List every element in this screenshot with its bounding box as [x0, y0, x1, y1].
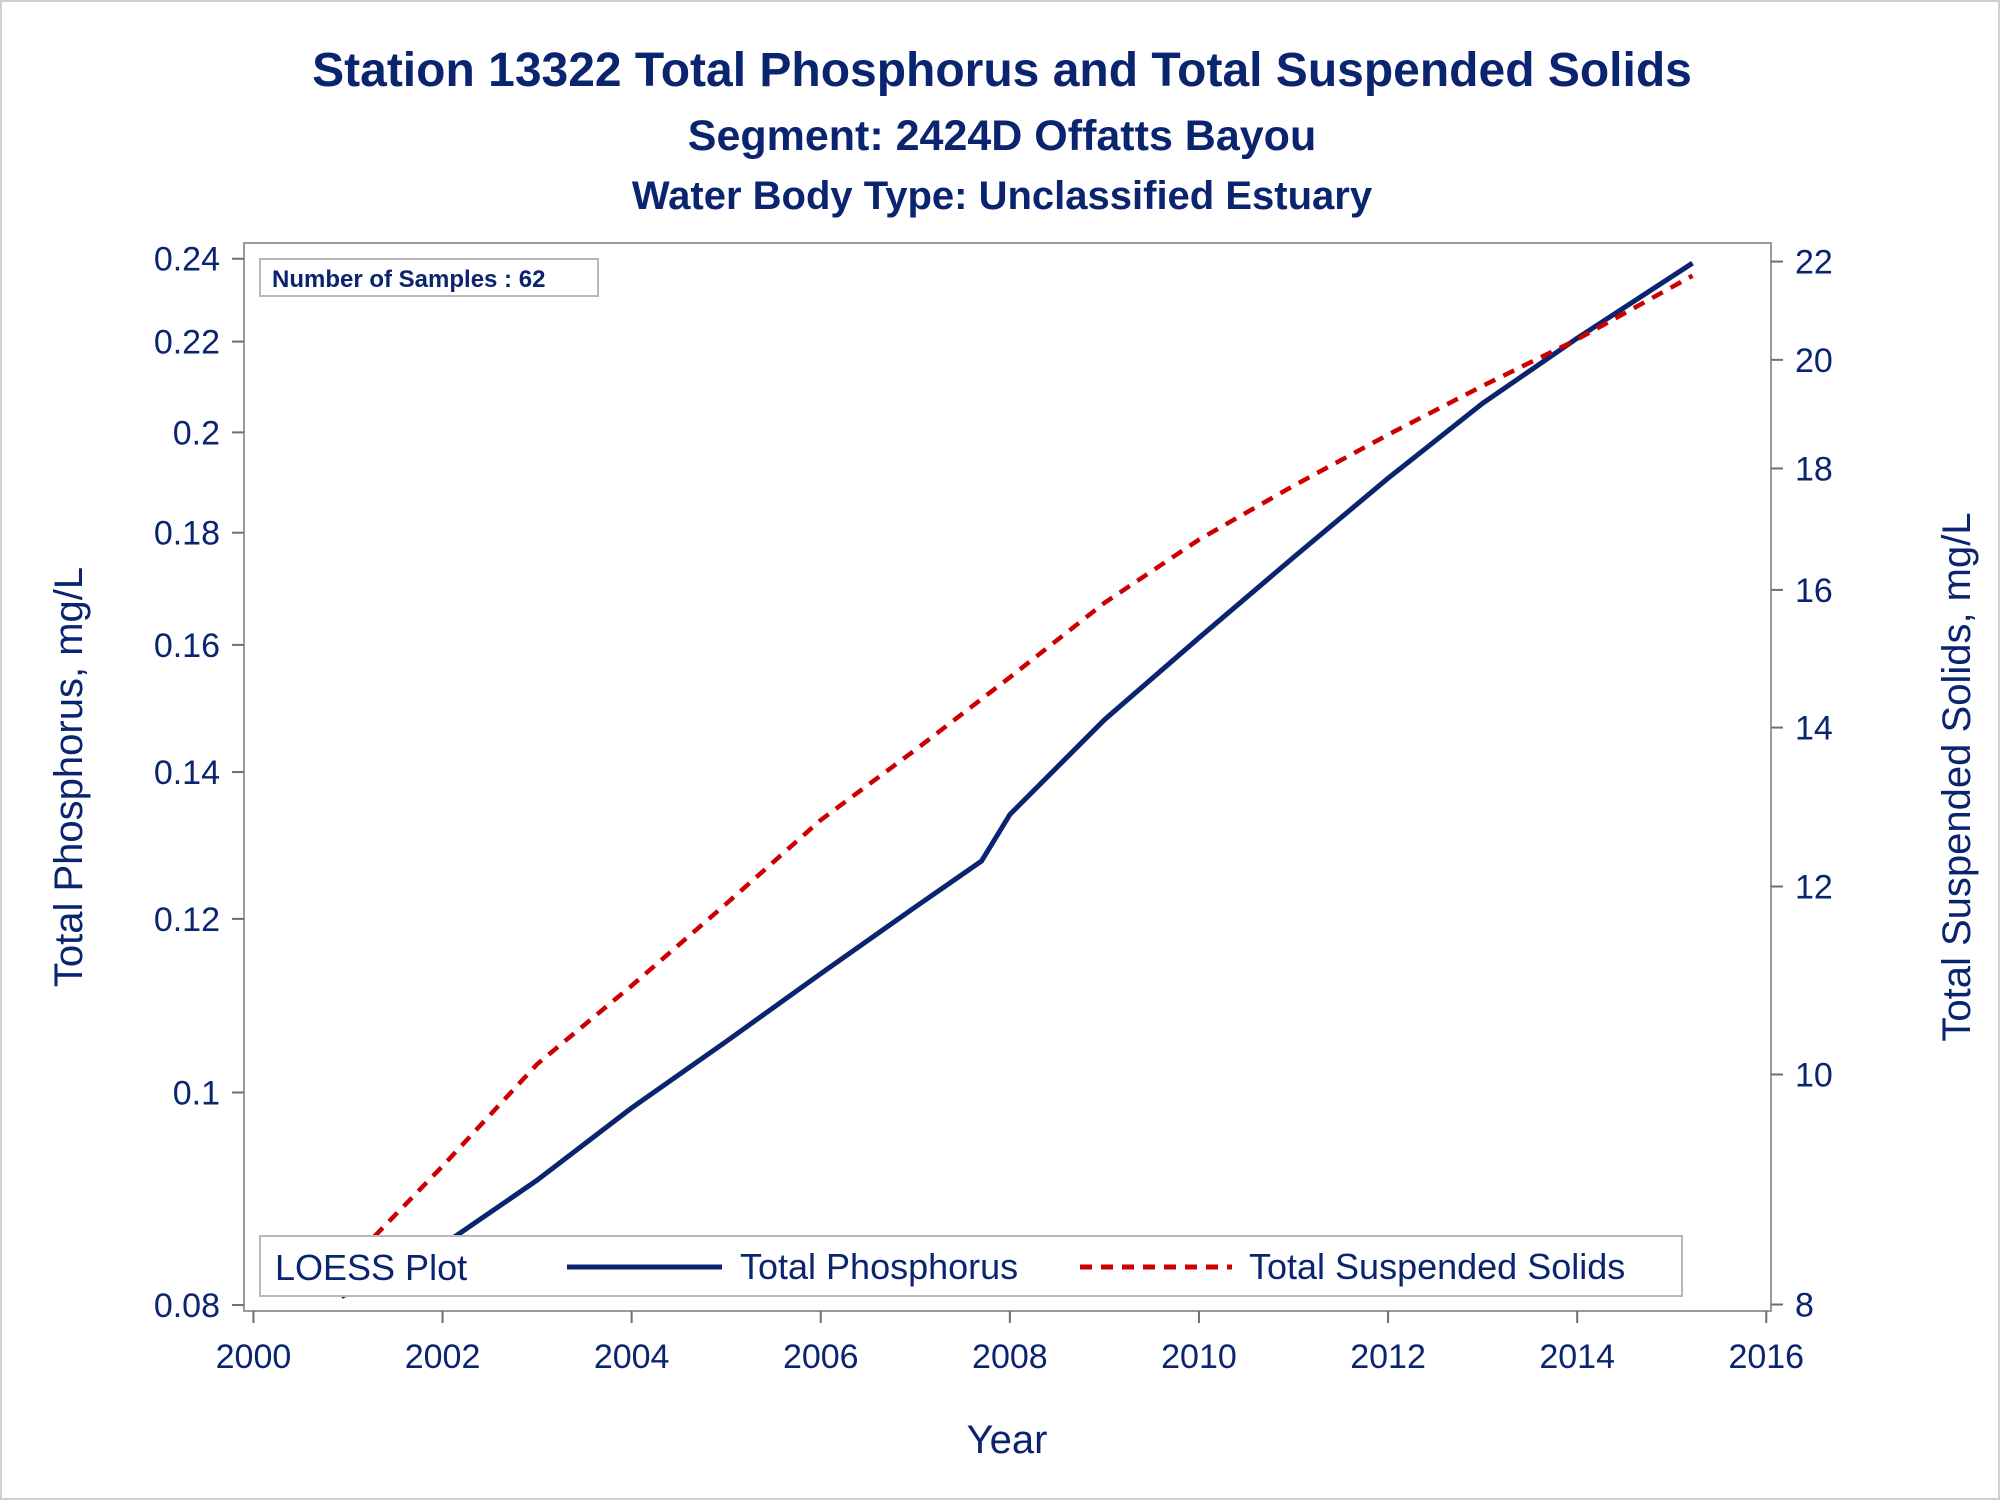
- plot-area-frame: [243, 242, 1772, 1312]
- x-tick-label: 2016: [1728, 1338, 1804, 1376]
- x-tick-label: 2012: [1350, 1338, 1426, 1376]
- x-tick-label: 2000: [216, 1338, 292, 1376]
- sample-count-box: [259, 258, 599, 297]
- series-line-total-phosphorus: [340, 261, 1694, 1299]
- chart-subtitle: Segment: 2424D Offatts Bayou: [688, 112, 1316, 160]
- x-tick-label: 2014: [1539, 1338, 1615, 1376]
- y-axis-right: 8 10 12 14 16 18 20 22: [1771, 244, 1833, 1325]
- y-left-tick-label: 0.24: [154, 241, 220, 279]
- y-left-tick-label: 0.1: [173, 1075, 220, 1113]
- legend: LOESS Plot Total Phosphorus Total Suspen…: [259, 1235, 1683, 1297]
- x-tick-label: 2006: [783, 1338, 859, 1376]
- y-axis-left-label: Total Phosphorus, mg/L: [47, 567, 91, 987]
- y-left-tick-label: 0.22: [154, 324, 220, 362]
- legend-label-total-phosphorus: Total Phosphorus: [740, 1246, 1018, 1287]
- x-axis: 2000 2002 2004 2006 2008 2010 2012 2014 2016: [216, 1311, 1804, 1376]
- legend-box: [259, 1235, 1683, 1297]
- x-tick-label: 2004: [594, 1338, 670, 1376]
- series-line-total-suspended-solids: [343, 273, 1694, 1269]
- y-axis-right-label: Total Suspended Solids, mg/L: [1935, 512, 1979, 1041]
- x-tick-label: 2008: [972, 1338, 1048, 1376]
- y-right-tick-label: 10: [1795, 1056, 1833, 1094]
- chart-title: Station 13322 Total Phosphorus and Total…: [312, 44, 1692, 97]
- legend-label-total-suspended-solids: Total Suspended Solids: [1249, 1246, 1625, 1287]
- y-right-tick-label: 12: [1795, 869, 1833, 907]
- y-right-tick-label: 14: [1795, 710, 1833, 748]
- legend-title: LOESS Plot: [275, 1247, 467, 1288]
- y-left-tick-label: 0.16: [154, 627, 220, 665]
- y-right-tick-label: 8: [1795, 1287, 1814, 1325]
- x-tick-label: 2002: [405, 1338, 481, 1376]
- y-left-tick-label: 0.12: [154, 901, 220, 939]
- y-right-tick-label: 22: [1795, 244, 1833, 282]
- y-right-tick-label: 20: [1795, 342, 1833, 380]
- sample-count-annotation: Number of Samples : 62: [272, 266, 545, 293]
- y-left-tick-label: 0.18: [154, 515, 220, 553]
- y-left-tick-label: 0.14: [154, 754, 220, 792]
- y-axis-left: 0.08 0.1 0.12 0.14 0.16 0.18 0.2 0.22 0.24: [154, 241, 244, 1325]
- chart-subtitle-2: Water Body Type: Unclassified Estuary: [632, 174, 1373, 218]
- y-left-tick-label: 0.08: [154, 1287, 220, 1325]
- x-axis-label: Year: [967, 1418, 1048, 1462]
- x-tick-label: 2010: [1161, 1338, 1237, 1376]
- series-layer: [340, 261, 1694, 1299]
- y-right-tick-label: 18: [1795, 450, 1833, 488]
- y-left-tick-label: 0.2: [173, 414, 220, 452]
- y-right-tick-label: 16: [1795, 572, 1833, 610]
